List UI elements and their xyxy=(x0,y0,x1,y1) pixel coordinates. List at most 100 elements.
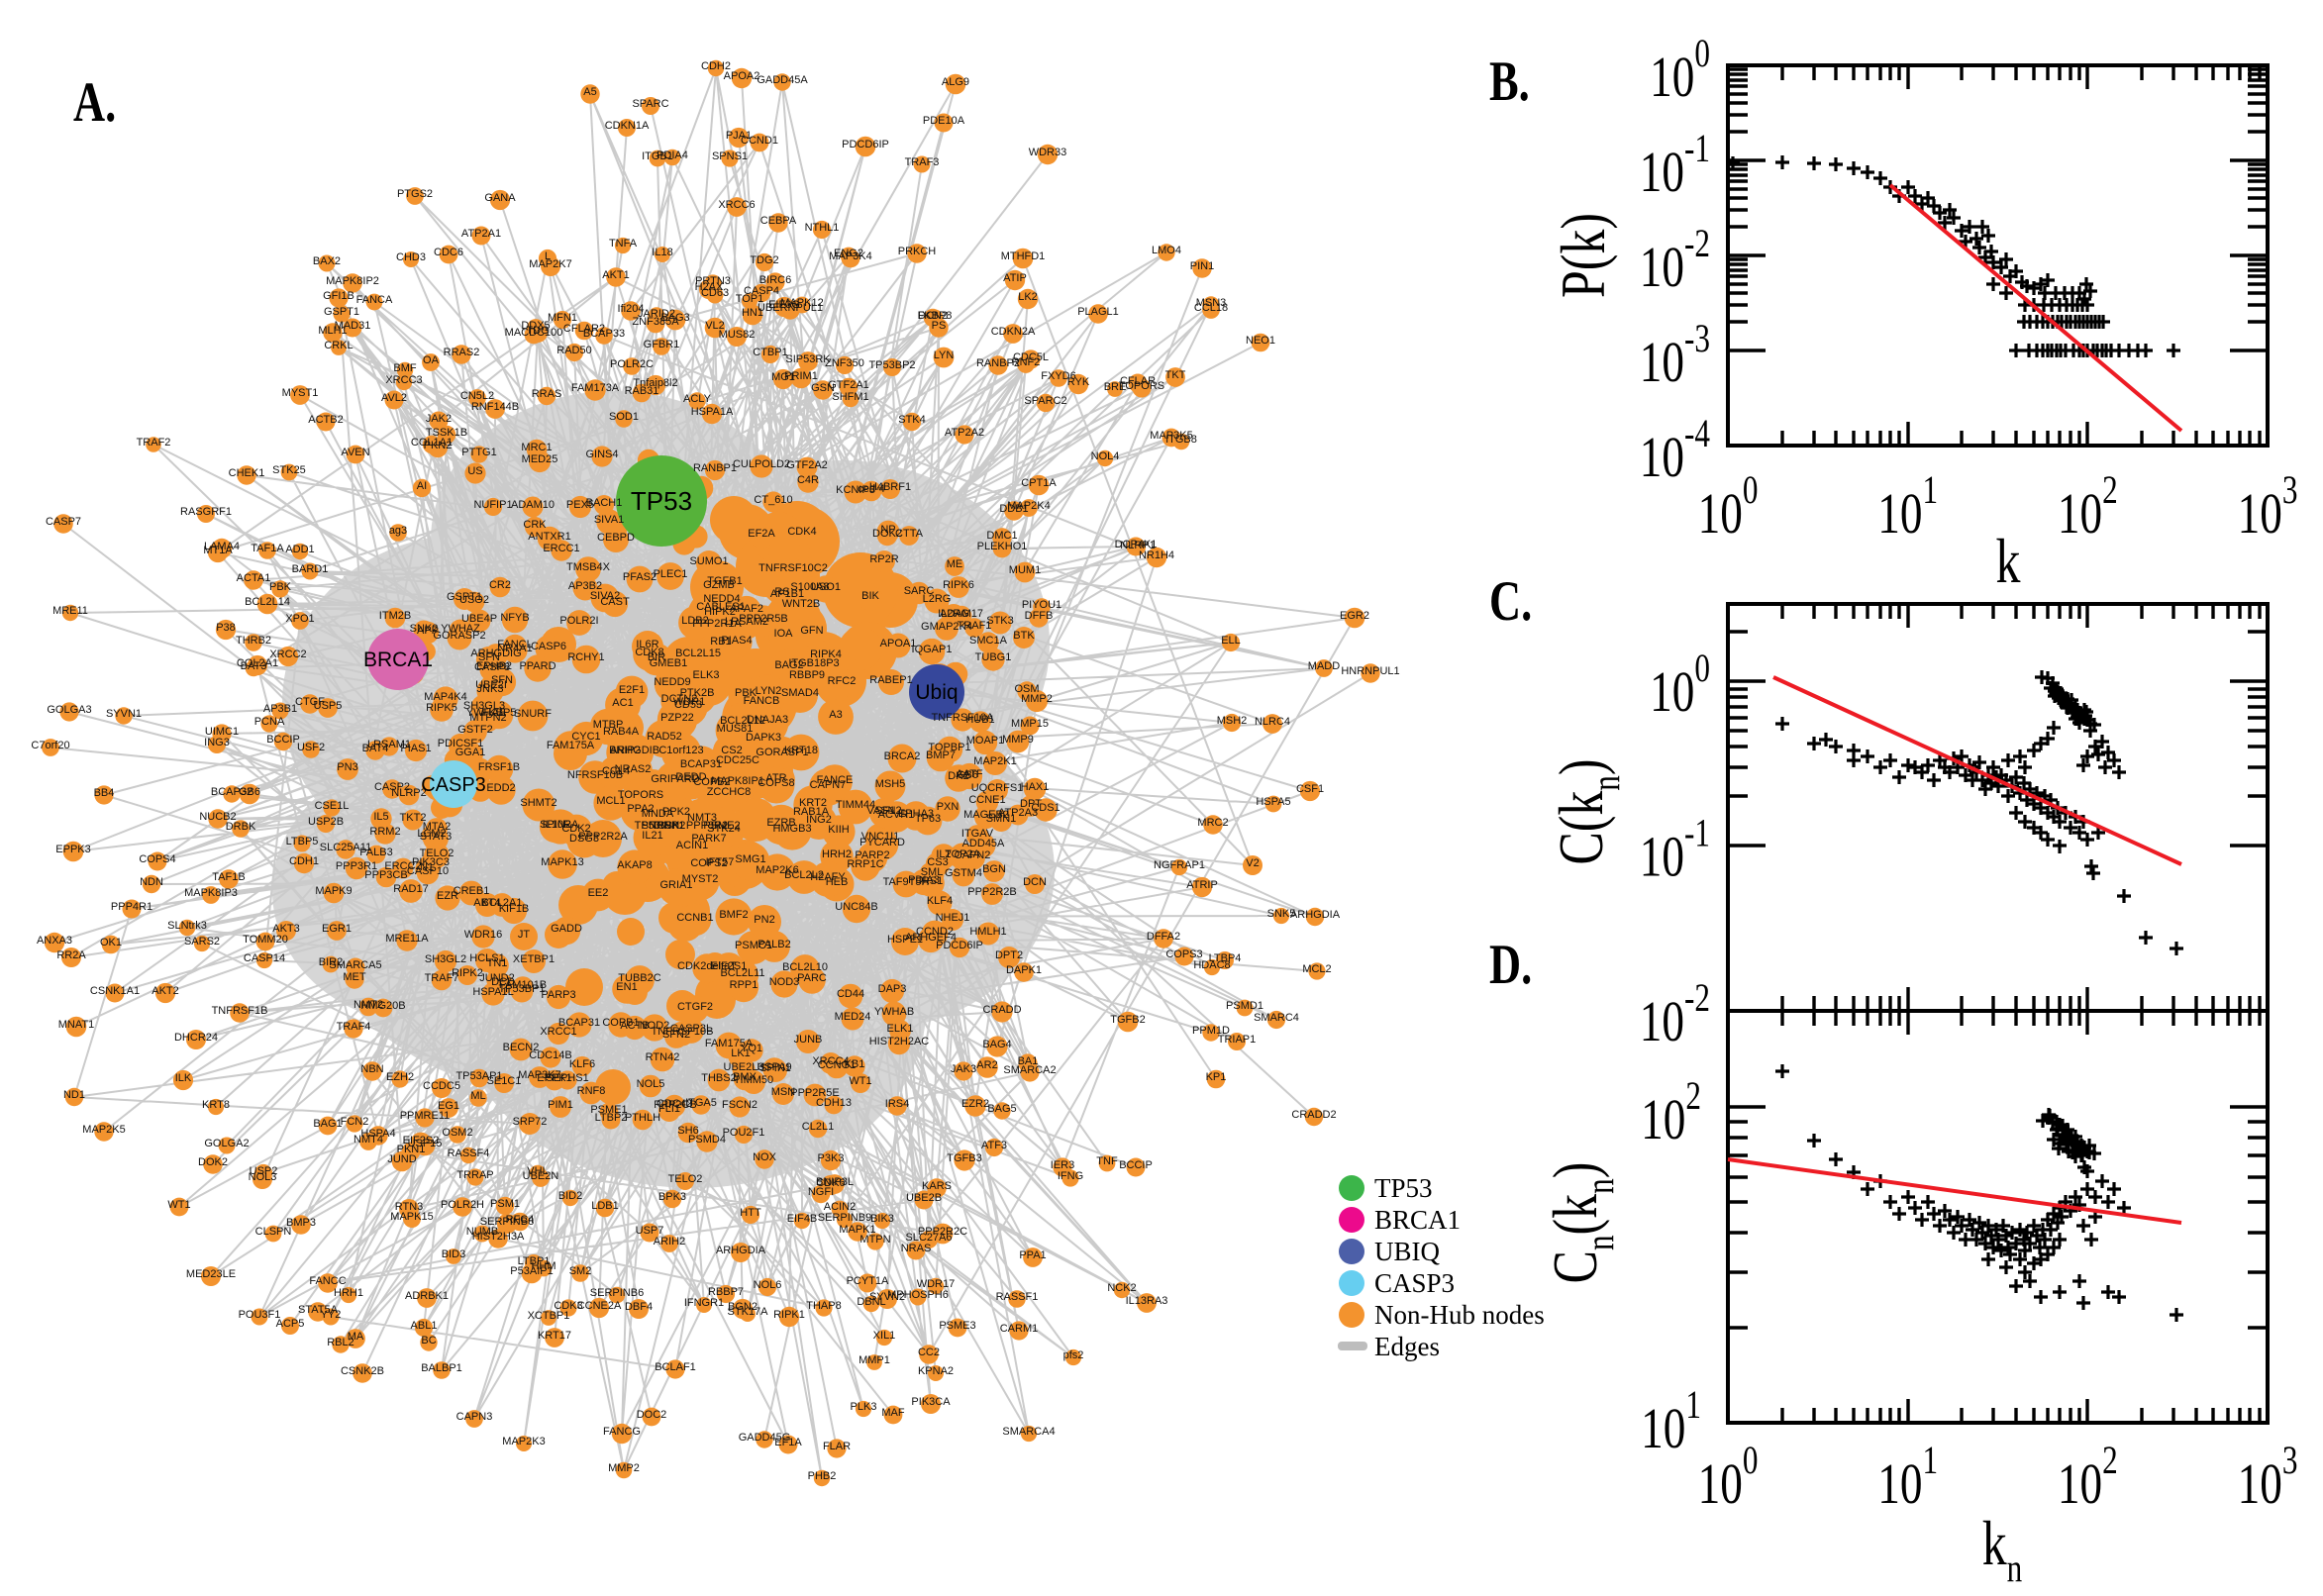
svg-text:IFT57: IFT57 xyxy=(706,856,735,868)
svg-text:EG1: EG1 xyxy=(438,1100,459,1112)
svg-text:PBK: PBK xyxy=(735,687,758,699)
svg-text:CDK4: CDK4 xyxy=(787,526,816,538)
svg-text:ADD1: ADD1 xyxy=(285,544,314,555)
svg-text:TKT: TKT xyxy=(1165,369,1186,381)
svg-text:WDR33: WDR33 xyxy=(1029,147,1067,158)
svg-text:BCL2L10: BCL2L10 xyxy=(782,961,828,973)
svg-text:PBK: PBK xyxy=(269,581,292,593)
svg-text:KLF4: KLF4 xyxy=(927,895,953,907)
svg-text:COPS4: COPS4 xyxy=(139,853,175,865)
svg-text:TOP1: TOP1 xyxy=(736,293,764,305)
svg-text:TP53AP1: TP53AP1 xyxy=(455,1070,502,1082)
svg-text:MAP2K7: MAP2K7 xyxy=(529,258,571,270)
svg-text:POU2F1: POU2F1 xyxy=(723,1127,765,1139)
svg-text:CDC42: CDC42 xyxy=(656,1098,692,1110)
svg-text:USP15: USP15 xyxy=(408,1138,443,1149)
svg-text:THBS2: THBS2 xyxy=(701,1072,736,1084)
svg-text:LMO4: LMO4 xyxy=(1152,245,1181,256)
svg-text:TOP2A: TOP2A xyxy=(945,848,981,860)
svg-text:SPIN1: SPIN1 xyxy=(759,1062,791,1074)
svg-text:DPT: DPT xyxy=(1020,798,1042,810)
svg-text:IER3: IER3 xyxy=(1051,1159,1074,1171)
svg-text:PIK3CA: PIK3CA xyxy=(911,1396,951,1408)
svg-text:SIP53RK: SIP53RK xyxy=(785,353,831,365)
svg-text:BMP7: BMP7 xyxy=(926,749,956,761)
svg-text:EPPK3: EPPK3 xyxy=(55,844,90,855)
svg-text:MTPN: MTPN xyxy=(859,1234,890,1246)
svg-text:PRIM1: PRIM1 xyxy=(784,370,818,382)
svg-text:Tnfaip8l2: Tnfaip8l2 xyxy=(633,377,677,389)
svg-text:HSPA9: HSPA9 xyxy=(757,1061,791,1073)
svg-text:MYST2: MYST2 xyxy=(682,873,719,885)
svg-text:RANBP1: RANBP1 xyxy=(693,462,737,474)
svg-text:ERCC1: ERCC1 xyxy=(543,543,579,554)
svg-text:PPP2R2A: PPP2R2A xyxy=(578,831,628,843)
svg-text:DK2: DK2 xyxy=(948,770,968,782)
svg-text:USO2: USO2 xyxy=(459,594,489,606)
svg-text:MNAT1: MNAT1 xyxy=(58,1019,94,1031)
svg-text:ADAM17: ADAM17 xyxy=(940,608,983,620)
svg-text:TRAF2: TRAF2 xyxy=(137,437,171,449)
svg-text:STK4: STK4 xyxy=(898,414,926,426)
svg-text:ACTA1: ACTA1 xyxy=(237,572,271,584)
svg-text:TP63: TP63 xyxy=(915,813,941,825)
svg-text:PALB3: PALB3 xyxy=(359,847,392,858)
svg-text:RANBP2: RANBP2 xyxy=(976,357,1020,369)
svg-text:USP2B: USP2B xyxy=(308,816,344,828)
svg-text:FAM101B: FAM101B xyxy=(499,979,547,991)
svg-text:BAT4: BAT4 xyxy=(362,743,389,754)
svg-text:NMT4: NMT4 xyxy=(354,1134,383,1146)
svg-text:BNIP3L: BNIP3L xyxy=(816,1176,854,1188)
svg-text:GSN: GSN xyxy=(811,382,835,394)
svg-text:E2F1: E2F1 xyxy=(619,684,645,696)
svg-text:TIMM50: TIMM50 xyxy=(734,1074,773,1086)
svg-text:RR2A: RR2A xyxy=(56,949,86,961)
svg-text:PDCD6IP: PDCD6IP xyxy=(842,139,889,150)
svg-text:BCCIP: BCCIP xyxy=(1119,1159,1153,1171)
svg-text:PIAS1: PIAS1 xyxy=(400,743,431,754)
svg-text:GORASP2: GORASP2 xyxy=(433,630,485,642)
svg-text:CDH1: CDH1 xyxy=(289,855,319,867)
svg-text:MAF: MAF xyxy=(881,1407,905,1419)
svg-text:KB1: KB1 xyxy=(845,1058,865,1070)
svg-text:TP53BP2: TP53BP2 xyxy=(868,359,915,371)
svg-text:NFYB: NFYB xyxy=(500,612,529,624)
svg-text:LYN: LYN xyxy=(934,349,955,361)
svg-text:CDC5L: CDC5L xyxy=(1013,351,1049,363)
svg-text:MNDA: MNDA xyxy=(642,808,674,820)
svg-text:CDC25C: CDC25C xyxy=(716,754,759,766)
svg-text:SFN2: SFN2 xyxy=(662,1029,690,1041)
svg-text:HHM: HHM xyxy=(531,1260,556,1272)
svg-text:SHMT2: SHMT2 xyxy=(520,797,556,809)
svg-text:PS: PS xyxy=(932,320,947,332)
svg-text:KP1: KP1 xyxy=(1206,1071,1227,1083)
svg-text:GADD: GADD xyxy=(551,923,582,935)
svg-text:ITGB18P3: ITGB18P3 xyxy=(788,657,839,669)
svg-text:PDIA4: PDIA4 xyxy=(656,150,688,161)
svg-text:WNT2B: WNT2B xyxy=(782,598,821,610)
svg-text:CRK: CRK xyxy=(523,519,547,531)
svg-text:OA: OA xyxy=(423,354,440,366)
svg-text:DFFB: DFFB xyxy=(1025,610,1054,622)
svg-text:UBIQ: UBIQ xyxy=(1374,1237,1440,1266)
svg-text:MAP2K4: MAP2K4 xyxy=(1007,500,1050,512)
svg-text:SPARC: SPARC xyxy=(632,98,668,110)
svg-text:MSN: MSN xyxy=(771,1086,796,1098)
svg-text:SNK2: SNK2 xyxy=(410,623,439,635)
svg-text:L: L xyxy=(545,250,551,262)
svg-text:JUND2: JUND2 xyxy=(479,972,514,984)
svg-text:COPB1: COPB1 xyxy=(602,1017,639,1029)
svg-text:CL2L1: CL2L1 xyxy=(802,1121,834,1133)
svg-text:CD63: CD63 xyxy=(701,287,729,299)
svg-text:ING3: ING3 xyxy=(204,737,230,748)
svg-text:PPP2R5B: PPP2R5B xyxy=(739,613,788,625)
svg-text:DOK2: DOK2 xyxy=(872,528,902,540)
svg-text:CTGF: CTGF xyxy=(295,696,325,708)
svg-text:JUND: JUND xyxy=(387,1153,416,1165)
svg-text:TUBB2C: TUBB2C xyxy=(618,972,660,984)
svg-text:EZR: EZR xyxy=(437,890,458,902)
svg-text:YWHAZ: YWHAZ xyxy=(441,623,480,635)
svg-text:IRS4: IRS4 xyxy=(885,1098,909,1110)
svg-text:SMC1A: SMC1A xyxy=(969,635,1008,647)
svg-text:PZP22: PZP22 xyxy=(660,712,694,724)
